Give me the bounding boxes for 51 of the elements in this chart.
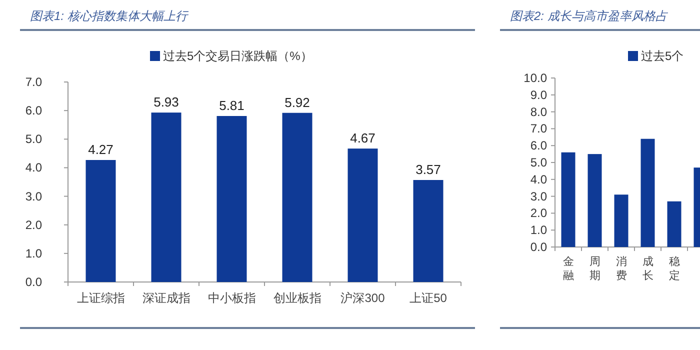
legend-label: 过去5个 xyxy=(641,49,684,63)
bar xyxy=(216,116,247,282)
bar xyxy=(561,152,576,247)
data-label: 4.27 xyxy=(88,142,114,157)
chart-title: 图表2: 成长与高市盈率风格占 xyxy=(510,9,668,23)
y-tick-label: 0.0 xyxy=(530,240,548,254)
x-tick-label: 中小板指 xyxy=(208,291,256,305)
x-tick-label: 成长 xyxy=(642,255,654,282)
x-tick-label: 上证综指 xyxy=(76,291,125,305)
y-tick-label: 8.0 xyxy=(530,104,548,119)
y-tick-label: 3.0 xyxy=(530,189,548,204)
y-tick-label: 9.0 xyxy=(530,88,548,102)
bar xyxy=(667,201,682,247)
bar xyxy=(588,154,602,247)
chart-title: 图表1: 核心指数集体大幅上行 xyxy=(30,9,190,23)
y-tick-label: 2.0 xyxy=(25,218,42,232)
data-label: 5.93 xyxy=(154,94,179,110)
y-tick-label: 1.0 xyxy=(530,223,548,238)
y-tick-label: 3.0 xyxy=(25,189,42,204)
y-tick-label: 7.0 xyxy=(25,75,42,89)
x-tick-label: 稳定 xyxy=(668,256,680,282)
bar xyxy=(151,112,182,282)
bar xyxy=(86,160,116,282)
x-tick-label: 周期 xyxy=(589,256,600,282)
y-tick-label: 1.0 xyxy=(25,246,42,260)
x-tick-label: 上证50 xyxy=(410,291,448,305)
y-tick-label: 4.0 xyxy=(25,160,42,175)
y-tick-label: 6.0 xyxy=(530,138,548,153)
data-label: 5.81 xyxy=(219,98,244,113)
bar xyxy=(348,148,378,282)
data-label: 3.57 xyxy=(416,162,441,177)
data-label: 4.67 xyxy=(350,130,376,146)
y-tick-label: 2.0 xyxy=(530,206,548,220)
legend-label: 过去5个交易日涨跌幅（%） xyxy=(163,49,312,63)
x-tick-label: 深证成指 xyxy=(142,291,190,305)
x-tick-label: 金融 xyxy=(562,256,574,282)
y-tick-label: 6.0 xyxy=(25,104,42,118)
data-label: 5.92 xyxy=(284,94,310,110)
x-tick-label: 沪深300 xyxy=(340,291,386,305)
x-tick-label: 消费 xyxy=(616,255,627,282)
y-tick-label: 5.0 xyxy=(530,156,548,170)
y-tick-label: 4.0 xyxy=(530,172,548,186)
x-tick-label: 创业板指 xyxy=(273,291,322,305)
y-tick-label: 7.0 xyxy=(530,122,548,136)
y-tick-label: 0.0 xyxy=(25,275,42,289)
bar xyxy=(614,194,628,247)
bar xyxy=(413,180,444,282)
bar xyxy=(282,112,312,282)
bar xyxy=(640,138,655,247)
y-tick-label: 10.0 xyxy=(524,71,548,85)
y-tick-label: 5.0 xyxy=(25,132,42,146)
